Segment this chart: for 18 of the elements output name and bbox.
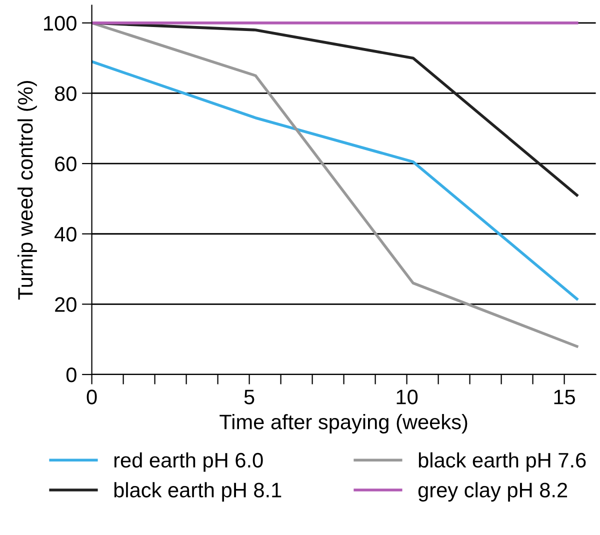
y-tick-label: 80 [54, 86, 76, 101]
x-tick-label: 5 [244, 390, 254, 404]
y-tick-label: 0 [66, 368, 76, 382]
legend-label: black earth pH 7.6 [418, 452, 586, 472]
x-tick-label: 15 [554, 390, 576, 404]
line-series [92, 60, 578, 300]
y-tick-label: 40 [54, 226, 76, 242]
x-tick-label: 0 [86, 390, 97, 404]
y-tick-label: 100 [44, 16, 76, 31]
legend-label: red earth pH 6.0 [114, 452, 263, 472]
x-tick-label: 10 [396, 390, 418, 404]
legend-label: black earth pH 8.1 [114, 482, 282, 502]
y-tick-label: 20 [55, 297, 76, 312]
legend-label: grey clay pH 8.2 [418, 482, 568, 502]
y-tick-label: 60 [55, 156, 76, 172]
y-axis-title: Turnip weed control (%) [17, 81, 37, 300]
x-axis-title: Time after spaying (weeks) [220, 414, 468, 434]
line-series [92, 22, 578, 348]
